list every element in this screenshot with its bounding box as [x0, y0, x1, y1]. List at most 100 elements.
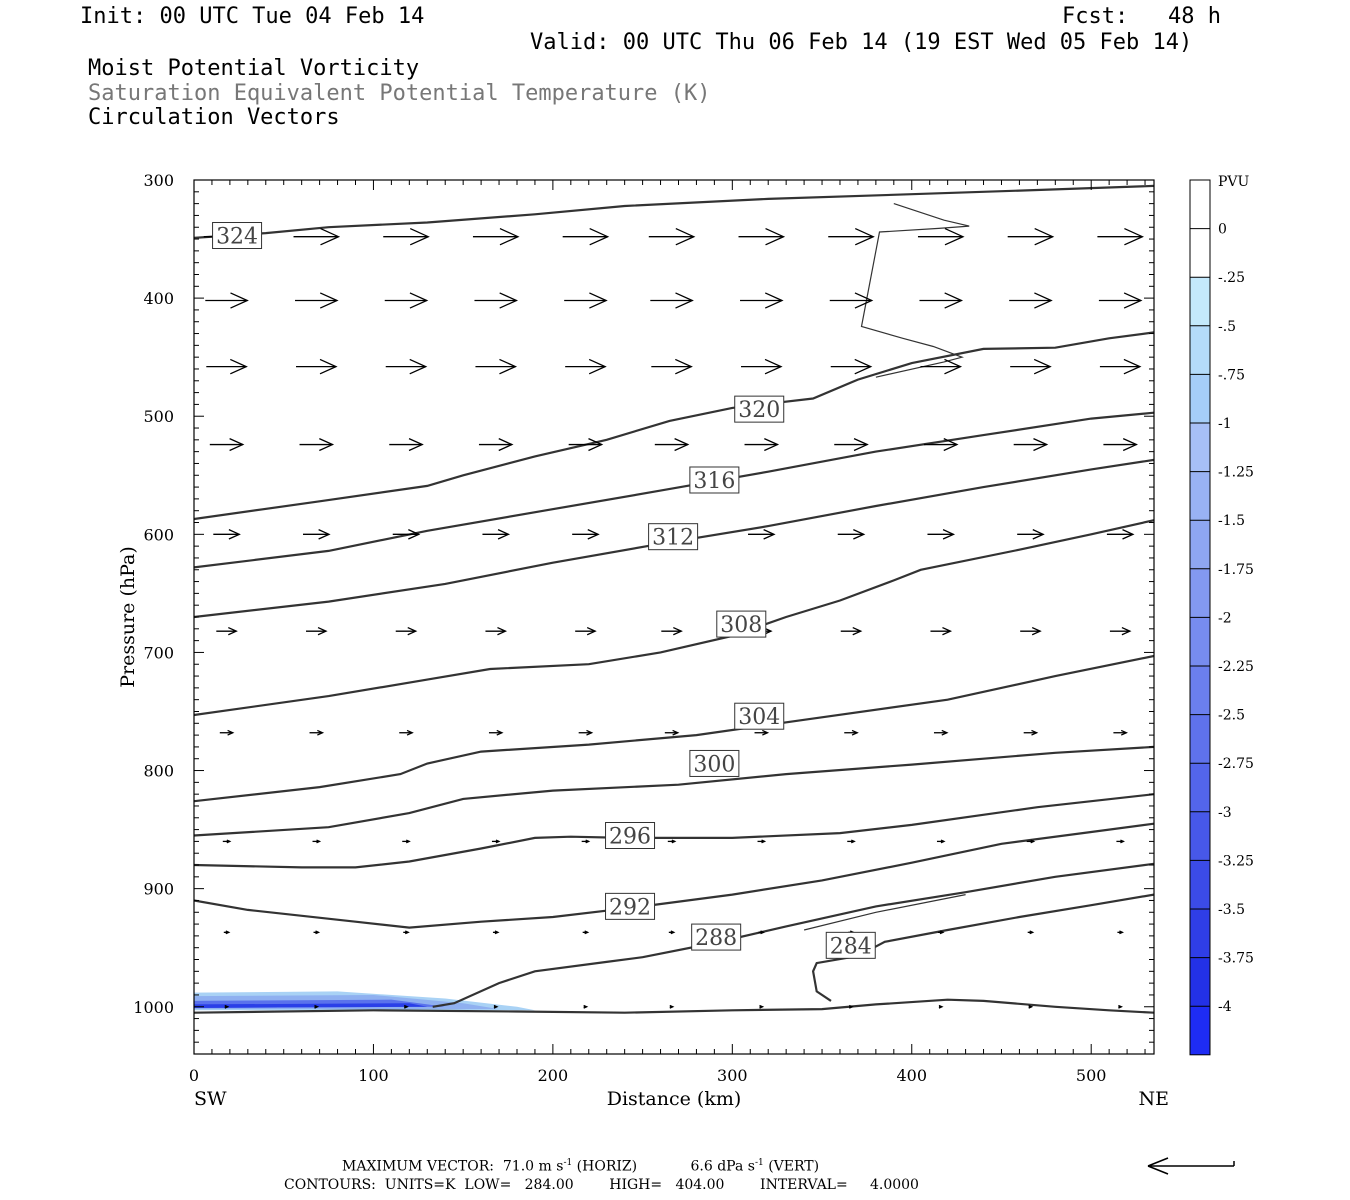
vector-4-8	[927, 529, 956, 540]
vector-head	[493, 1004, 499, 1009]
vector-1-4	[564, 292, 608, 309]
vector-head	[319, 292, 339, 309]
colorbar-swatch-13	[1190, 811, 1210, 861]
vector-8-4	[582, 930, 590, 935]
x-tick-label-400: 400	[896, 1066, 927, 1085]
vector-head	[403, 1004, 409, 1009]
vector-head	[762, 729, 770, 736]
vector-8-3	[492, 930, 500, 935]
vector-head	[589, 227, 610, 246]
vector-head	[1118, 1004, 1123, 1009]
vector-head	[318, 529, 331, 540]
vector-8-8	[937, 930, 945, 935]
vector-head	[497, 626, 508, 636]
vector-head	[227, 729, 235, 736]
contour-304	[194, 654, 1154, 803]
vector-head	[494, 930, 500, 935]
vector-4-7	[837, 529, 866, 540]
colorbar-label-7: -1.75	[1218, 562, 1254, 578]
colorbar-label-13: -3.25	[1218, 853, 1254, 869]
y-tick-label-700: 700	[143, 643, 174, 662]
vector-head	[409, 358, 428, 375]
vector-head	[944, 292, 964, 309]
y-tick-label-900: 900	[143, 880, 174, 899]
field-title-mpv: Moist Potential Vorticity	[88, 56, 420, 81]
contour-label-304: 304	[738, 705, 780, 730]
vector-1-9	[1009, 292, 1053, 309]
vector-head	[587, 529, 600, 540]
vector-head	[314, 1004, 320, 1009]
vector-head	[674, 438, 690, 452]
y-tick-label-500: 500	[143, 407, 174, 426]
colorbar-swatch-11	[1190, 714, 1210, 764]
vector-0-9	[1007, 227, 1055, 246]
vector-8-0	[223, 930, 231, 935]
vector-head	[229, 438, 245, 452]
vector-3-7	[834, 438, 869, 452]
colorbar-label-6: -1.5	[1218, 513, 1245, 529]
vector-2-0	[206, 358, 248, 375]
vector-8-5	[668, 930, 676, 935]
valid-time: Valid: 00 UTC Thu 06 Feb 14 (19 EST Wed …	[530, 30, 1193, 55]
colorbar-swatch-1	[1190, 228, 1210, 278]
vector-head	[854, 292, 874, 309]
vector-head	[1029, 930, 1035, 935]
horiz-exponent: -1	[563, 1158, 573, 1168]
vector-head	[1120, 839, 1125, 844]
vector-head	[764, 438, 780, 452]
vector-6-8	[933, 729, 949, 736]
vector-7-10	[1116, 839, 1125, 844]
vector-head	[317, 729, 325, 736]
vector-8-1	[313, 930, 321, 935]
vector-3-3	[478, 438, 514, 452]
vector-2-2	[385, 358, 428, 375]
vector-head	[226, 839, 232, 844]
vector-head	[854, 358, 873, 375]
vector-3-10	[1103, 438, 1138, 452]
vector-head	[852, 626, 863, 636]
vector-head	[671, 839, 677, 844]
vector-7-3	[491, 839, 501, 844]
vector-8-9	[1027, 930, 1035, 935]
pv-colorbar: 0 -.25 -.5 -.75 -1 -1.25 -1.5 -1.75 -2 -2.25 -2.5 -…	[1189, 179, 1254, 1056]
vector-head	[1030, 839, 1036, 844]
vector-7-1	[312, 839, 322, 844]
y-tick-label-600: 600	[143, 525, 174, 544]
y-tick-label-300: 300	[143, 171, 174, 190]
vector-1-6	[740, 292, 784, 309]
vector-9-5	[669, 1004, 675, 1009]
vector-head	[228, 626, 238, 636]
vector-head	[851, 729, 859, 736]
vector-head	[225, 930, 231, 935]
vector-head	[583, 1004, 589, 1009]
vector-5-1	[306, 626, 328, 636]
vector-6-3	[488, 729, 504, 736]
vector-0-1	[293, 227, 341, 246]
contour-thin-1	[803, 894, 966, 931]
contour-label-box-304	[734, 702, 785, 730]
contour-label-284: 284	[830, 934, 872, 959]
vector-head	[588, 438, 604, 452]
vector-4-9	[1017, 529, 1045, 540]
vector-3-5	[654, 438, 690, 452]
vector-head	[941, 729, 949, 736]
vector-9-10	[1118, 1004, 1123, 1009]
vert-exponent: -1	[754, 1158, 764, 1168]
vector-1-10	[1098, 292, 1143, 309]
vector-head	[670, 930, 676, 935]
vector-head	[1028, 1004, 1034, 1009]
vector-8-6	[758, 930, 766, 935]
contour-label-296: 296	[609, 825, 651, 850]
vector-3-1	[299, 438, 335, 452]
vector-head	[1121, 626, 1132, 636]
vector-2-4	[565, 358, 607, 375]
vector-head	[230, 292, 249, 309]
max-vector-line: MAXIMUM VECTOR: 71.0 m s-1 (HORIZ) 6.6 d…	[342, 1158, 819, 1175]
vector-head	[406, 729, 414, 736]
vector-9-8	[938, 1004, 944, 1009]
contour-label-box-300	[689, 749, 740, 777]
vector-1-2	[384, 292, 429, 309]
colorbar-label-16: -4	[1218, 999, 1232, 1015]
vector-head	[1123, 292, 1143, 309]
vector-head	[409, 227, 430, 246]
